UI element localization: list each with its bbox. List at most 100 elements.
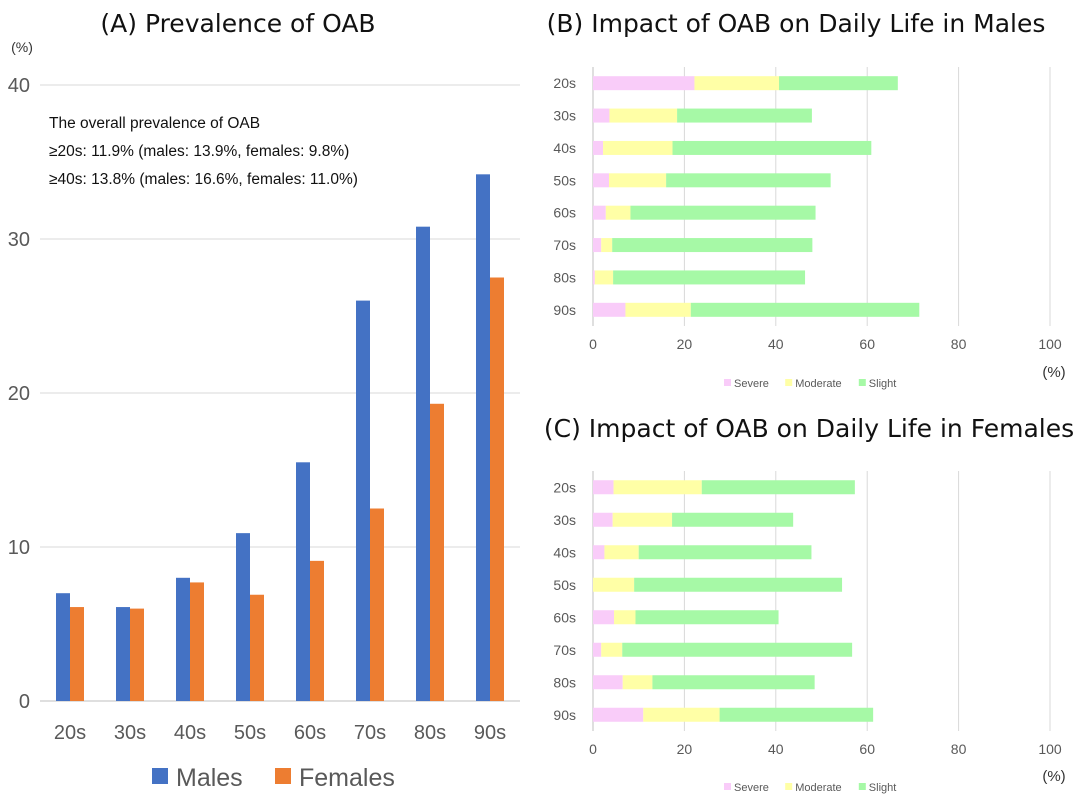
annotation-line-1: The overall prevalence of OAB (49, 115, 260, 132)
bar-slight-30s (672, 512, 794, 527)
bar-slight-30s (677, 108, 812, 123)
bar-males-50s (236, 533, 250, 701)
bar-females-80s (430, 403, 444, 701)
x-tick-label-90s: 90s (474, 722, 506, 744)
x-tick-label-80s: 80s (414, 722, 446, 744)
bar-males-70s (356, 300, 370, 701)
y-tick-label-40s: 40s (553, 544, 576, 560)
bar-slight-50s (666, 173, 831, 188)
bar-moderate-90s (643, 707, 720, 722)
panel-a-title: (A) Prevalence of OAB (100, 9, 375, 38)
legend-slight-swatch (858, 783, 866, 790)
panel-b-y-axis: 20s 30s 40s 50s 60s 70s 80s 90s (553, 75, 576, 318)
bar-moderate-30s (609, 108, 678, 123)
bar-females-60s (310, 560, 324, 701)
legend-severe-swatch (724, 379, 731, 386)
bar-females-50s (250, 594, 264, 701)
y-tick-label-30s: 30s (553, 512, 576, 528)
x-tick-label-80: 80 (951, 741, 967, 757)
legend-slight-label: Slight (869, 782, 897, 794)
bar-severe-60s (593, 205, 606, 220)
panel-c-x-axis: 0 20 40 60 80 100 (589, 741, 1062, 757)
y-tick-label-80s: 80s (553, 674, 576, 690)
panel-b-title: (B) Impact of OAB on Daily Life in Males (547, 9, 1046, 38)
bar-slight-90s (719, 707, 874, 722)
bar-slight-70s (622, 642, 853, 657)
panel-c-females-impact-chart: (C) Impact of OAB on Daily Life in Femal… (544, 414, 1074, 794)
panel-b-legend: Severe Moderate Slight (724, 378, 896, 390)
x-tick-label-20s: 20s (54, 722, 86, 744)
panel-a-y-axis: 0 10 20 30 40 (8, 75, 30, 713)
legend-severe-label: Severe (734, 782, 769, 794)
x-tick-label-40: 40 (768, 741, 784, 757)
x-tick-label-30s: 30s (114, 722, 146, 744)
bar-moderate-50s (593, 577, 635, 592)
bar-moderate-60s (614, 610, 636, 625)
bar-severe-80s (593, 270, 595, 285)
bar-males-30s (116, 607, 130, 701)
y-tick-label-80s: 80s (553, 269, 576, 285)
bar-moderate-80s (622, 675, 653, 690)
bar-slight-90s (690, 302, 920, 317)
bar-severe-20s (593, 480, 614, 495)
bar-males-90s (476, 174, 490, 701)
panel-a-annotation: The overall prevalence of OAB ≥20s: 11.9… (49, 115, 358, 188)
bar-moderate-70s (601, 642, 623, 657)
bar-severe-20s (593, 76, 695, 91)
panel-a-bars (56, 174, 504, 701)
legend-males-swatch (152, 768, 168, 784)
panel-b-x-axis: 0 20 40 60 80 100 (589, 336, 1062, 352)
bar-moderate-90s (625, 302, 691, 317)
panel-b-bars (593, 76, 920, 317)
bar-severe-40s (593, 140, 604, 155)
y-tick-label-50s: 50s (553, 172, 576, 188)
panel-a-legend: Males Females (152, 764, 395, 792)
bar-severe-60s (593, 610, 615, 625)
bar-slight-50s (634, 577, 843, 592)
x-tick-label-40s: 40s (174, 722, 206, 744)
bar-slight-60s (635, 610, 779, 625)
panel-c-legend: Severe Moderate Slight (724, 782, 896, 794)
bar-severe-70s (593, 642, 602, 657)
x-tick-label-20: 20 (677, 741, 693, 757)
bar-slight-20s (701, 480, 855, 495)
annotation-line-3: ≥40s: 13.8% (males: 16.6%, females: 11.0… (49, 171, 358, 188)
y-tick-label-10: 10 (8, 537, 30, 559)
y-tick-label-30: 30 (8, 229, 30, 251)
y-tick-label-20s: 20s (553, 479, 576, 495)
bar-slight-80s (652, 675, 815, 690)
legend-moderate-swatch (785, 783, 793, 790)
bar-moderate-20s (694, 76, 779, 91)
bar-severe-50s (593, 173, 609, 188)
bar-severe-80s (593, 675, 623, 690)
bar-slight-20s (778, 76, 898, 91)
bar-males-40s (176, 577, 190, 701)
y-tick-label-20s: 20s (553, 75, 576, 91)
panel-c-bars (593, 480, 874, 722)
bar-slight-80s (613, 270, 806, 285)
bar-moderate-30s (612, 512, 673, 527)
bar-males-20s (56, 593, 70, 701)
x-tick-label-100: 100 (1038, 336, 1062, 352)
x-tick-label-40: 40 (768, 336, 784, 352)
bar-moderate-50s (608, 173, 667, 188)
bar-slight-70s (612, 238, 813, 253)
bar-females-70s (370, 508, 384, 701)
legend-slight-swatch (858, 379, 866, 386)
panel-b-males-impact-chart: (B) Impact of OAB on Daily Life in Males… (547, 9, 1066, 390)
x-tick-label-60: 60 (859, 741, 875, 757)
panel-c-y-axis: 20s 30s 40s 50s 60s 70s 80s 90s (553, 479, 576, 723)
x-tick-label-0: 0 (589, 741, 597, 757)
y-tick-label-30s: 30s (553, 108, 576, 124)
bar-moderate-70s (601, 238, 613, 253)
y-tick-label-40: 40 (8, 75, 30, 97)
y-tick-label-60s: 60s (553, 609, 576, 625)
bar-moderate-80s (594, 270, 614, 285)
panel-a-x-axis: 20s 30s 40s 50s 60s 70s 80s 90s (54, 722, 506, 744)
legend-moderate-label: Moderate (795, 378, 841, 390)
panel-a-y-unit: (%) (11, 39, 33, 55)
x-tick-label-80: 80 (951, 336, 967, 352)
panel-a-prevalence-chart: (A) Prevalence of OAB (%) 0 10 20 30 40 20s 3… (8, 9, 520, 792)
y-tick-label-70s: 70s (553, 642, 576, 658)
bar-severe-90s (593, 302, 626, 317)
